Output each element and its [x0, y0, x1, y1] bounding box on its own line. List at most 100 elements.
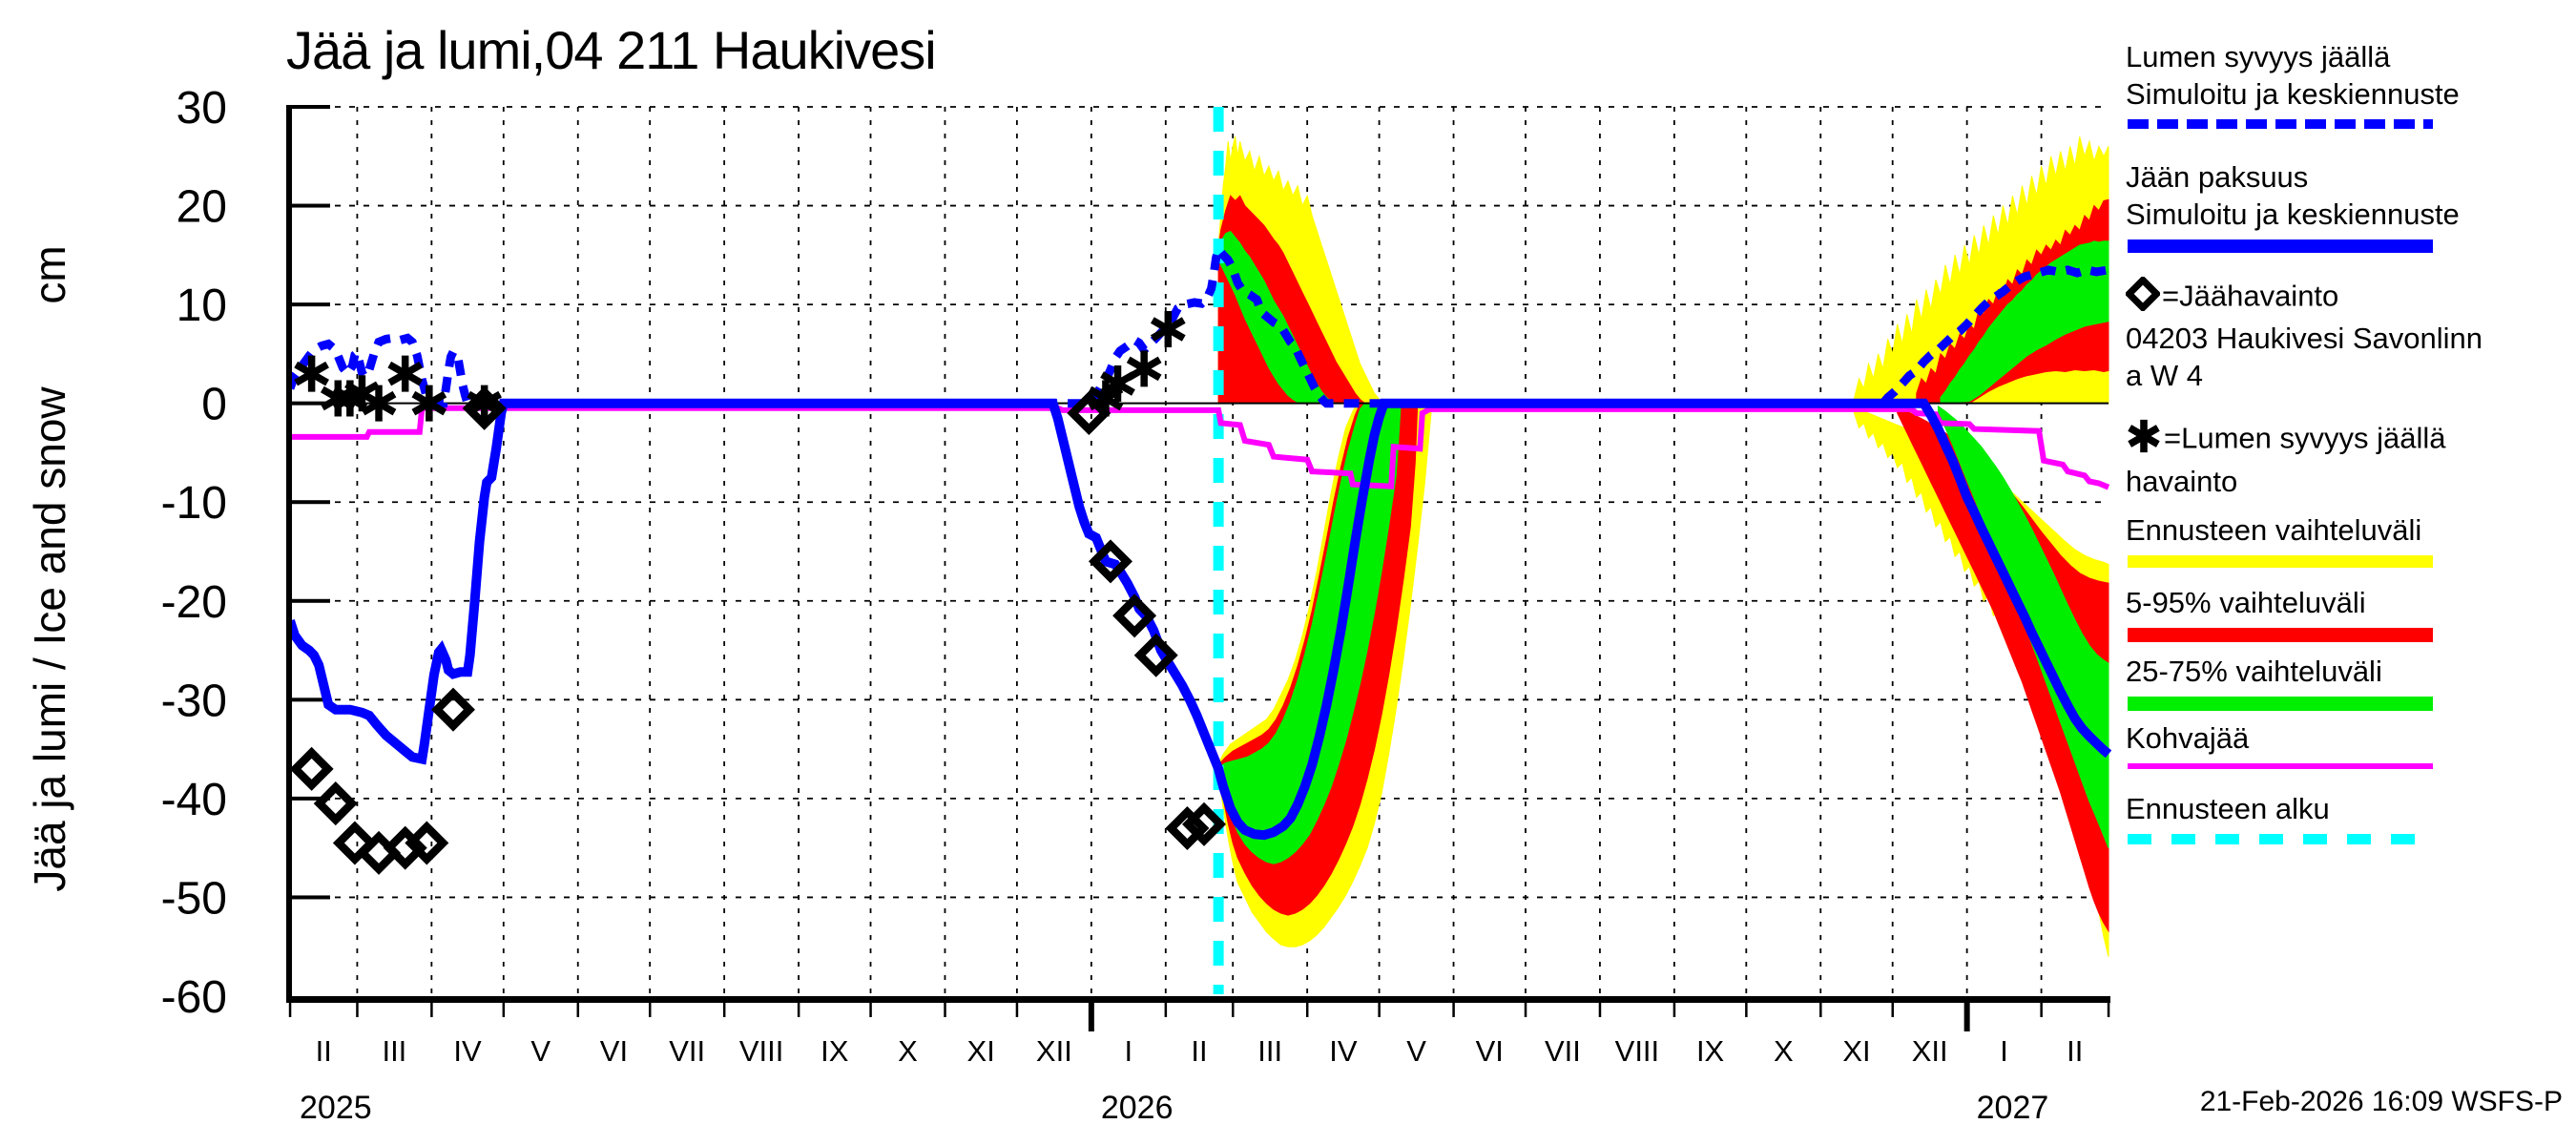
x-month-label: XI [1842, 1034, 1870, 1068]
month-tick [1598, 1003, 1602, 1017]
x-month-label: VI [600, 1034, 628, 1068]
y-tick [292, 697, 330, 702]
month-tick [1015, 1003, 1019, 1017]
ice-observation-diamond [289, 746, 334, 791]
month-tick [2107, 1003, 2110, 1017]
y-tick [292, 796, 330, 801]
month-tick [1164, 1003, 1168, 1017]
band-spring2026-snow-25-75 [1217, 230, 1337, 405]
y-tick [292, 895, 330, 900]
month-tick [1672, 1003, 1676, 1017]
month-tick [1745, 1003, 1748, 1017]
ice-observation-diamond [1182, 802, 1227, 846]
kohvajaa-line-sample [2128, 763, 2433, 769]
diamond-icon [2124, 275, 2162, 320]
y-tick [292, 105, 330, 109]
ice-observation-diamond [332, 821, 377, 865]
x-month-label: XII [1912, 1034, 1948, 1068]
legend-item-ice-simulated: Jään paksuus Simuloitu ja keskiennuste [2126, 158, 2460, 253]
month-tick [288, 1003, 292, 1017]
month-tick [797, 1003, 800, 1017]
x-month-label: I [2000, 1034, 2008, 1068]
y-tick-label: 0 [201, 380, 227, 430]
x-month-label: VIII [1615, 1034, 1660, 1068]
legend-item-range-full: Ennusteen vaihteluväli [2126, 511, 2433, 568]
snow-observation-asterisk [344, 381, 380, 406]
month-tick [430, 1003, 433, 1017]
year-tick [1088, 1003, 1094, 1031]
legend-text: Simuloitu ja keskiennuste [2126, 198, 2460, 231]
x-month-label: II [316, 1034, 332, 1068]
x-month-label: VII [669, 1034, 705, 1068]
legend-item-forecast-start: Ennusteen alku [2126, 790, 2433, 844]
range-5-95-sample [2128, 628, 2433, 642]
x-month-label: VII [1545, 1034, 1581, 1068]
x-month-label: II [2067, 1034, 2083, 1068]
y-tick-label: -50 [161, 873, 227, 924]
snow-simulated-line [287, 239, 2109, 408]
x-month-label: I [1125, 1034, 1133, 1068]
snow-observation-asterisk [294, 361, 329, 386]
month-tick [1232, 1003, 1235, 1017]
snow-observation-asterisk [387, 361, 424, 386]
month-tick [576, 1003, 580, 1017]
forecast-start-line-sample [2128, 834, 2433, 844]
x-month-label: XI [967, 1034, 995, 1068]
x-month-label: VI [1476, 1034, 1504, 1068]
x-year-label: 2027 [1977, 1090, 2049, 1126]
snow-observation-asterisk [1150, 317, 1186, 342]
y-tick-label: -60 [161, 972, 227, 1023]
y-tick-label: -40 [161, 775, 227, 825]
ice-observation-diamond [1165, 805, 1210, 850]
snow-simulated-line-sample [2128, 119, 2433, 129]
legend-item-snow-observation: =Lumen syvyys jäällä havainto [2126, 418, 2446, 500]
y-tick-label: -20 [161, 577, 227, 628]
ice-observation-diamond [1067, 391, 1111, 436]
x-axis-line [286, 996, 2110, 1003]
timestamp: 21-Feb-2026 16:09 WSFS-P [2199, 1086, 2563, 1117]
snow-observation-asterisk [467, 390, 503, 416]
x-month-label: III [382, 1034, 406, 1068]
month-tick [356, 1003, 359, 1017]
legend-text: Ennusteen alku [2126, 792, 2330, 825]
x-month-label: III [1257, 1034, 1282, 1068]
y-tick [292, 302, 330, 307]
range-25-75-sample [2128, 697, 2433, 711]
legend-text: 04203 Haukivesi Savonlinn [2126, 322, 2483, 355]
x-month-label: X [898, 1034, 918, 1068]
y-tick-label: -10 [161, 478, 227, 529]
y-tick-label: 30 [177, 83, 227, 134]
observation-markers [289, 311, 1227, 875]
legend-text: 5-95% vaihteluväli [2126, 586, 2366, 619]
ice-observation-diamond [462, 385, 507, 430]
legend-text: 25-75% vaihteluväli [2126, 655, 2382, 688]
legend-text: =Jäähavainto [2162, 279, 2339, 313]
ice-observation-diamond [1088, 539, 1132, 584]
asterisk-icon [2126, 418, 2162, 463]
snow-observation-asterisk [1126, 356, 1162, 382]
x-year-label: 2025 [300, 1090, 372, 1126]
x-month-label: IX [821, 1034, 849, 1068]
snow-observation-asterisk [1100, 371, 1135, 396]
month-tick [1452, 1003, 1455, 1017]
x-month-label: V [1406, 1034, 1426, 1068]
legend-text: Jään paksuus [2126, 160, 2309, 194]
x-month-label: V [530, 1034, 551, 1068]
y-tick [292, 598, 330, 603]
legend-text: a W 4 [2126, 359, 2203, 392]
legend-text: =Lumen syvyys jäällä [2164, 421, 2446, 455]
month-tick [944, 1003, 946, 1017]
snow-observation-asterisk [411, 390, 447, 416]
forecast-bands [1217, 135, 2109, 957]
y-axis-line [286, 105, 292, 999]
band-winter2027-snow-25-75 [1940, 240, 2109, 405]
legend-text: havainto [2126, 465, 2238, 498]
range-full-sample [2128, 555, 2433, 568]
year-tick [1963, 1003, 1970, 1031]
ice-observation-diamond [1133, 633, 1178, 677]
ice-observation-diamond [1112, 593, 1157, 638]
legend-text: Kohvajää [2126, 721, 2250, 755]
legend-text: Simuloitu ja keskiennuste [2126, 77, 2460, 111]
